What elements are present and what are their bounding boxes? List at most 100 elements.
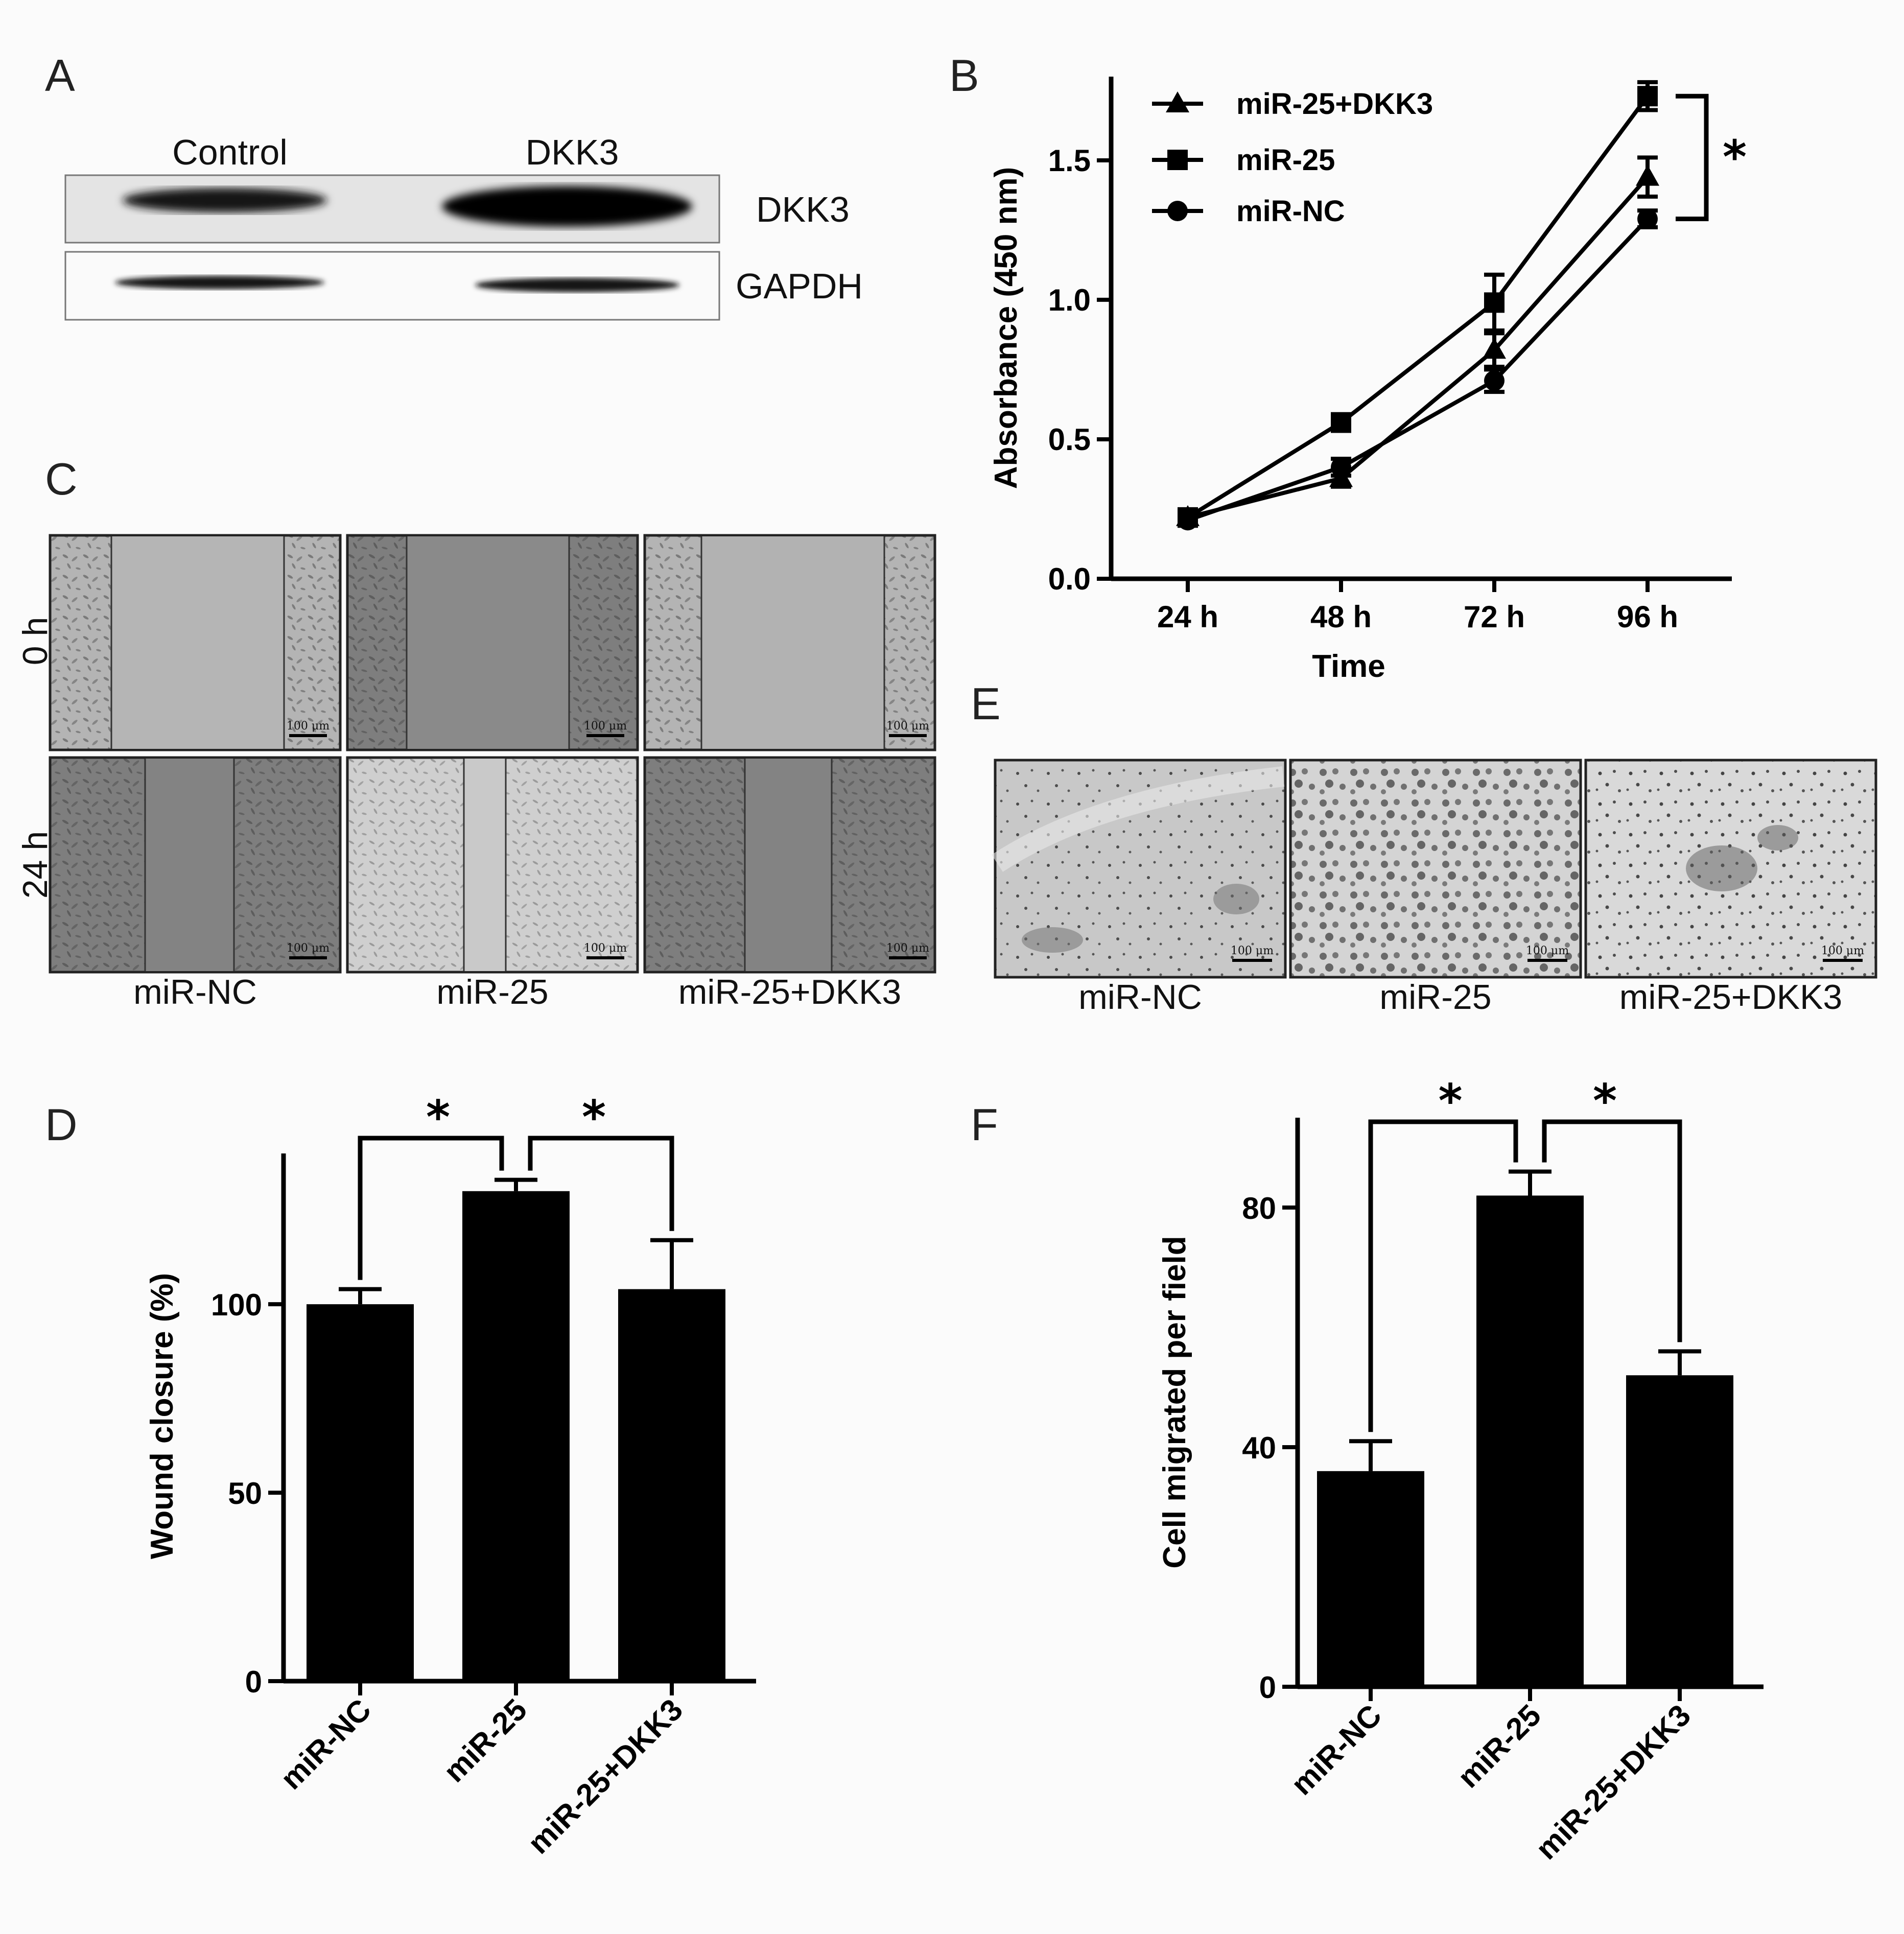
western-blot: Control DKK3 DKK3 GAPDH: [64, 132, 863, 321]
marker-square: [1167, 150, 1188, 170]
scale-bar-label: 100 μm: [584, 942, 627, 955]
transwell-grid: 100 μm 100 μm 100 μm miR-NC miR-25 miR-2…: [992, 759, 1877, 1017]
legend-label: miR-25: [1236, 144, 1335, 177]
y-tick-label: 50: [228, 1476, 262, 1511]
y-tick-label: 1.5: [1048, 144, 1091, 178]
significance-bracket: [1368, 1119, 1518, 1432]
scale-bar-label: 100 μm: [1231, 945, 1274, 957]
panel-label-d: D: [45, 1099, 78, 1150]
micrograph-transwell-mir-nc: 100 μm: [992, 759, 1287, 979]
micrograph-transwell-mir-25-dkk3: 100 μm: [1584, 759, 1877, 979]
chart-d-wound-closure: 0 50 100 Wound closure (%) miR-NC miR-25miR-2…: [145, 1091, 756, 1860]
marker-triangle: [1166, 91, 1189, 112]
legend: miR-25+DKK3 miR-25 miR-NC: [1152, 87, 1433, 228]
significance-star: *: [1438, 1074, 1462, 1128]
y-axis-title: Cell migrated per field: [1157, 1236, 1192, 1568]
y-tick-label: 1.0: [1048, 283, 1091, 317]
panel-label-a: A: [45, 50, 75, 101]
x-tick-label: miR-25+DKK3: [1529, 1698, 1697, 1866]
micrograph-24h-mir-25: 100 μm: [346, 756, 639, 974]
column-label-mir-25-dkk3: miR-25+DKK3: [678, 973, 902, 1011]
scale-bar-label: 100 μm: [287, 720, 330, 733]
panel-label-e: E: [971, 678, 1001, 729]
legend-label: miR-25+DKK3: [1236, 87, 1433, 121]
significance-bracket: [528, 1136, 674, 1231]
blot-band-dkk3-dkk3: [442, 186, 692, 227]
scale-bar-label: 100 μm: [886, 720, 929, 733]
marker-circle: [1178, 510, 1198, 531]
series-mir-nc: [1178, 208, 1658, 531]
panel-label-c: C: [45, 454, 78, 504]
y-tick-label: 0.5: [1048, 422, 1091, 457]
blot-band-gapdh-dkk3: [475, 278, 679, 292]
column-label-mir-25-dkk3: miR-25+DKK3: [1619, 978, 1843, 1017]
micrograph-0h-mir-25: 100 μm: [346, 534, 639, 751]
micrograph-transwell-mir-25: 100 μm: [1289, 759, 1582, 979]
x-axis-title: Time: [1312, 649, 1385, 684]
marker-circle: [1484, 370, 1505, 391]
y-tick-label: 100: [211, 1288, 262, 1322]
column-label-mir-nc: miR-NC: [1078, 978, 1202, 1017]
x-tick-label: 48 h: [1310, 600, 1372, 634]
bar: [307, 1304, 414, 1681]
significance-bracket: [1542, 1119, 1682, 1342]
lane-label-control: Control: [172, 132, 288, 172]
x-tick-label: miR-25: [1451, 1698, 1547, 1795]
significance-star: *: [1593, 1074, 1617, 1128]
panel-label-b: B: [949, 50, 979, 101]
legend-label: miR-NC: [1236, 195, 1345, 228]
column-label-mir-25: miR-25: [436, 973, 548, 1011]
marker-square: [1484, 292, 1505, 313]
bar: [618, 1289, 725, 1681]
micrograph-0h-mir-nc: 100 μm: [49, 534, 342, 751]
significance-star: *: [1723, 130, 1747, 184]
chart-f-migration: 0 40 80 Cell migrated per field miR-NC miR-25…: [1157, 1074, 1764, 1866]
x-tick-label: 72 h: [1464, 600, 1525, 634]
legend-item: miR-25+DKK3: [1152, 87, 1433, 121]
significance-bracket: [1676, 93, 1709, 222]
micrograph-24h-mir-nc: 100 μm: [49, 756, 342, 974]
x-tick-label: miR-NC: [274, 1692, 378, 1796]
row-label-24h: 24 h: [16, 831, 55, 899]
series-line: [1187, 217, 1649, 523]
column-label-mir-25: miR-25: [1379, 978, 1491, 1017]
panel-label-f: F: [971, 1099, 998, 1150]
x-tick-label: 96 h: [1617, 600, 1678, 634]
marker-circle: [1167, 201, 1188, 221]
marker-circle: [1637, 208, 1658, 229]
series-line: [1186, 95, 1650, 520]
y-axis-title: Wound closure (%): [145, 1273, 180, 1559]
legend-item: miR-25: [1152, 144, 1335, 177]
row-label-dkk3: DKK3: [756, 190, 850, 229]
scale-bar-label: 100 μm: [1526, 945, 1569, 957]
blot-band-gapdh-control: [115, 276, 324, 289]
marker-square: [1331, 412, 1351, 433]
x-tick-label: 24 h: [1157, 600, 1218, 634]
y-tick-label: 40: [1242, 1431, 1276, 1465]
marker-circle: [1331, 457, 1351, 478]
scale-bar-label: 100 μm: [886, 942, 929, 955]
marker-triangle: [1636, 164, 1659, 186]
y-tick-label: 0.0: [1048, 562, 1091, 596]
marker-square: [1637, 86, 1658, 107]
y-tick-label: 0: [245, 1665, 262, 1699]
bar: [1317, 1471, 1424, 1687]
chart-b-proliferation: 0.0 0.5 1.0 1.5 24 h 48 h 72 h 96 h Time Absorban…: [989, 77, 1747, 684]
series-line: [1187, 175, 1649, 520]
x-tick-label: miR-25: [437, 1692, 533, 1789]
scratch-assay-grid: 0 h 24 h 100 μm 100 μm 100 μm: [16, 534, 936, 1011]
micrograph-24h-mir-25-dkk3: 100 μm: [643, 756, 936, 974]
row-label-gapdh: GAPDH: [736, 266, 863, 306]
x-tick-label: miR-25+DKK3: [521, 1692, 689, 1860]
bar: [1476, 1195, 1584, 1687]
scale-bar-label: 100 μm: [1821, 945, 1864, 957]
micrograph-0h-mir-25-dkk3: 100 μm: [643, 534, 936, 751]
significance-star: *: [582, 1091, 606, 1144]
marker-triangle: [1483, 338, 1506, 359]
x-tick-label: miR-NC: [1284, 1698, 1388, 1802]
lane-label-dkk3: DKK3: [526, 132, 619, 172]
y-axis-title: Absorbance (450 nm): [989, 167, 1024, 489]
significance-star: *: [426, 1091, 450, 1144]
